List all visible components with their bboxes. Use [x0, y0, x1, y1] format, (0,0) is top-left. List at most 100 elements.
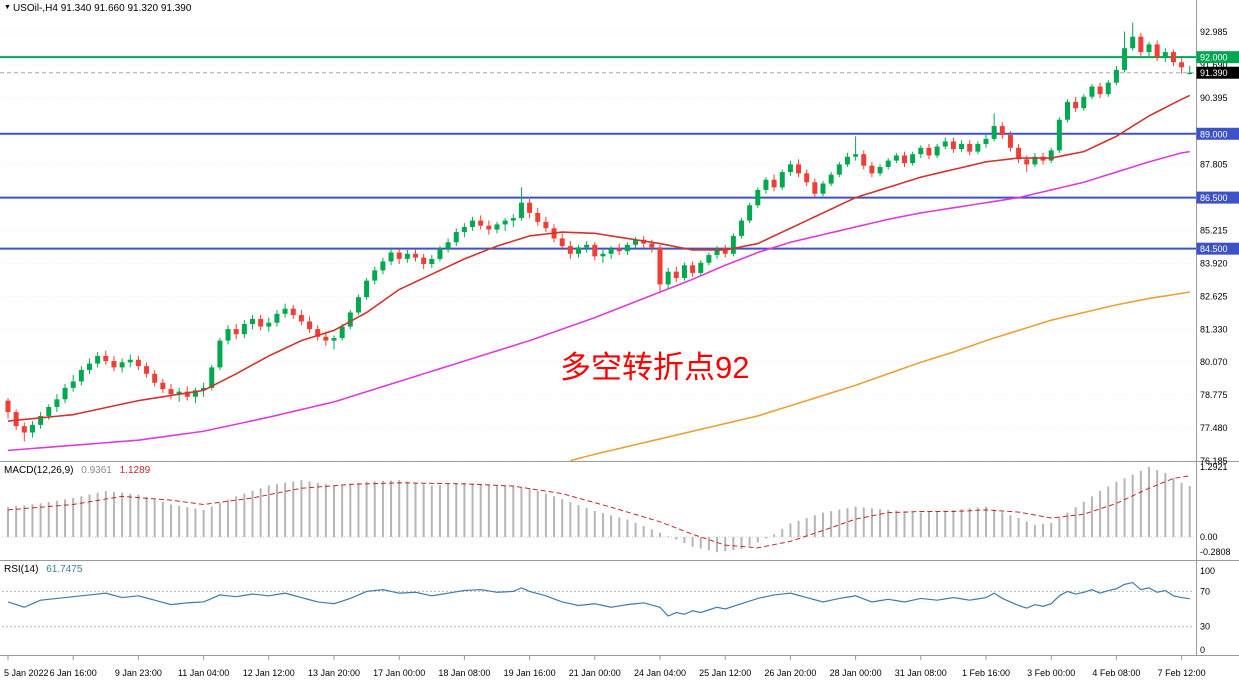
chart-annotation-text[interactable]: 多空转折点92: [560, 350, 750, 385]
candle: [624, 242, 630, 256]
time-axis-label: 26 Jan 20:00: [764, 668, 816, 678]
candle: [893, 152, 899, 164]
candle: [233, 324, 239, 340]
candle: [54, 394, 60, 413]
candle: [445, 238, 451, 253]
candle: [853, 136, 859, 161]
candle: [698, 260, 704, 276]
candle: [282, 303, 288, 318]
candle: [266, 317, 272, 332]
price-axis-labels[interactable]: 92.985 91.690 90.395 87.805 85.215 83.920 82.6…: [1200, 27, 1228, 466]
price-axis-label: 92.985: [1200, 27, 1228, 37]
candle: [1154, 40, 1160, 61]
candle: [1162, 48, 1168, 63]
candle: [429, 255, 435, 268]
svg-text:89.000: 89.000: [1200, 129, 1228, 139]
candle: [910, 151, 916, 166]
macd-axis-label: 1.2921: [1200, 462, 1228, 472]
macd-axis-label: -0.2808: [1200, 547, 1231, 557]
candle: [1065, 99, 1070, 123]
candle: [396, 248, 402, 264]
candle: [1089, 83, 1095, 100]
candle: [665, 267, 671, 290]
candle: [298, 309, 304, 326]
candle: [690, 261, 696, 277]
candle: [1007, 131, 1013, 152]
candle: [502, 218, 508, 231]
candle: [608, 246, 614, 259]
candle: [543, 216, 549, 233]
price-axis-label: 83.920: [1200, 258, 1228, 268]
time-axis-label: 19 Jan 16:00: [504, 668, 556, 678]
time-axis-label: 4 Feb 08:00: [1092, 668, 1140, 678]
candle: [119, 358, 125, 373]
price-axis-label: 82.625: [1200, 292, 1228, 302]
candle: [1097, 82, 1103, 99]
symbol-info-bar: ▼ USOil-,H4 91.340 91.660 91.320 91.390: [4, 3, 191, 14]
time-axis-label: 6 Jan 16:00: [50, 668, 97, 678]
candle: [388, 247, 394, 266]
candle: [592, 242, 598, 261]
candle: [461, 223, 467, 238]
chart-marker-icon: ▼: [4, 4, 11, 11]
candle: [323, 331, 329, 346]
time-axis-label: 12 Jan 12:00: [243, 668, 295, 678]
candle: [616, 243, 622, 256]
candle: [127, 354, 133, 368]
candle: [510, 214, 516, 227]
candle: [372, 266, 378, 285]
candle: [355, 294, 361, 316]
candle: [307, 316, 313, 333]
candle: [1113, 66, 1119, 86]
candle: [144, 362, 150, 378]
macd-axis-labels[interactable]: 1.2921 0.00 -0.2808: [1200, 462, 1231, 557]
candle: [861, 150, 867, 170]
price-axis-label: 80.070: [1200, 357, 1228, 367]
candle: [844, 152, 850, 167]
candle: [1170, 49, 1176, 67]
candle: [747, 202, 753, 224]
rsi-axis-labels[interactable]: 100 70 30 0: [1200, 566, 1215, 655]
candle: [959, 140, 965, 152]
time-axis-label: 13 Jan 20:00: [308, 668, 360, 678]
time-axis[interactable]: 5 Jan 2022 6 Jan 16:00 9 Jan 23:00 11 Jan 0…: [4, 656, 1206, 678]
rsi-axis-label: 100: [1200, 566, 1215, 576]
candle: [494, 221, 500, 234]
time-axis-label: 31 Jan 08:00: [895, 668, 947, 678]
candle: [70, 375, 76, 392]
ma-mid-line: [7, 150, 1190, 452]
candle: [1179, 58, 1185, 74]
candle: [1187, 65, 1193, 75]
candle: [160, 378, 166, 393]
price-axis-label: 78.775: [1200, 390, 1228, 400]
candle: [942, 137, 948, 150]
candle: [437, 246, 443, 262]
rsi-axis-label: 70: [1200, 586, 1210, 596]
macd-main-value: 0.9361: [81, 465, 112, 476]
price-badge-92.000: 92.000: [1196, 51, 1239, 64]
candle: [763, 177, 769, 194]
candle: [380, 257, 386, 275]
candle: [1032, 152, 1038, 167]
candle: [787, 160, 793, 176]
candle: [877, 164, 883, 176]
candle: [576, 244, 581, 258]
price-axis-label: 77.480: [1200, 423, 1228, 433]
candle: [38, 412, 44, 429]
candle: [29, 421, 35, 438]
svg-text:91.390: 91.390: [1200, 68, 1228, 78]
rsi-name: RSI(14): [4, 564, 39, 575]
price-axis-label: 91.690: [1200, 60, 1228, 70]
candle: [967, 140, 973, 156]
candle: [225, 325, 231, 345]
time-axis-label: 24 Jan 04:00: [634, 668, 686, 678]
symbol-timeframe-label: USOil-,H4: [12, 3, 58, 14]
candle: [413, 248, 418, 262]
candle: [934, 143, 940, 159]
time-axis-label: 7 Feb 12:00: [1158, 668, 1206, 678]
candle: [869, 161, 875, 178]
candle: [1138, 32, 1144, 56]
time-axis-label: 17 Jan 00:00: [373, 668, 425, 678]
candle: [739, 218, 744, 239]
